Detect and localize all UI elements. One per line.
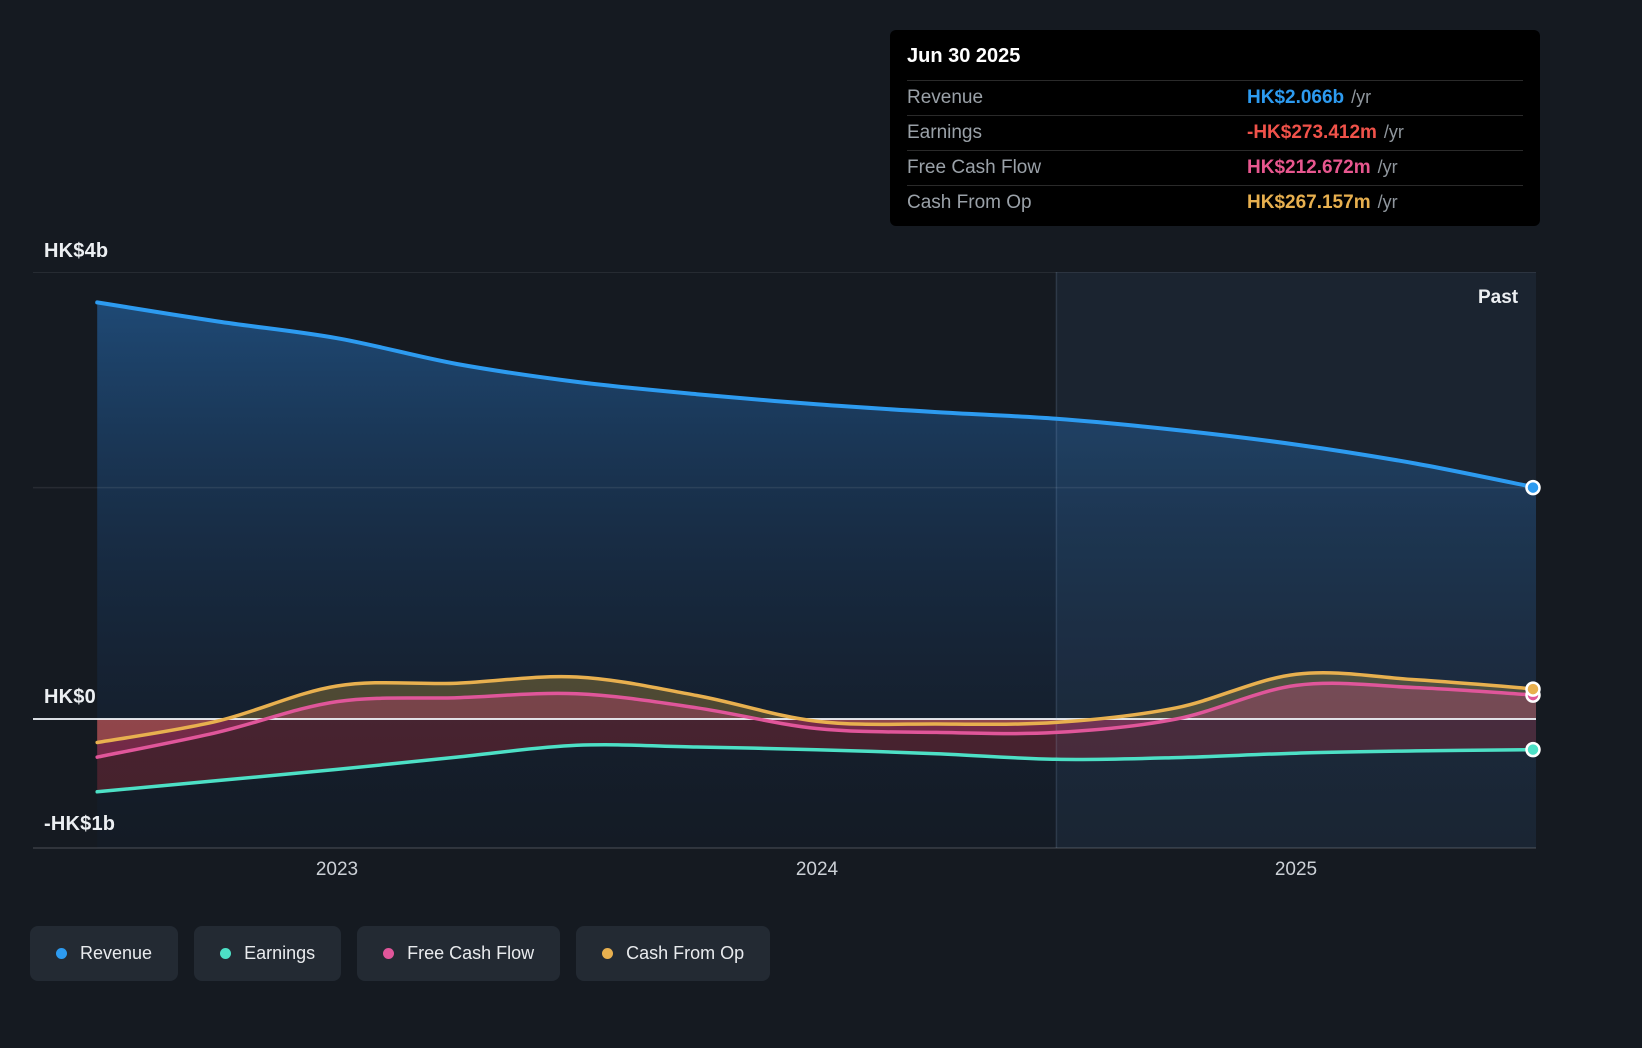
earnings-legend-dot-icon [220, 948, 232, 959]
y-axis-label-top: HK$4b [44, 240, 109, 262]
x-tick-2024: 2024 [795, 859, 839, 880]
tooltip-fcf-label: Free Cash Flow [907, 157, 1042, 178]
tooltip-earnings-label: Earnings [907, 122, 982, 143]
tooltip-row-free-cash-flow: Free Cash Flow HK$212.672m /yr [907, 150, 1523, 185]
tooltip-row-revenue: Revenue HK$2.066b /yr [907, 80, 1523, 115]
tooltip-row-earnings: Earnings -HK$273.412m /yr [907, 115, 1523, 150]
x-tick-2023: 2023 [315, 859, 359, 880]
legend-item-free-cash-flow[interactable]: Free Cash Flow [357, 926, 561, 981]
free-cash-flow-legend-dot-icon [383, 948, 395, 959]
y-axis-label-zero: HK$0 [44, 686, 96, 708]
chart-legend: Revenue Earnings Free Cash Flow Cash Fro… [30, 926, 771, 981]
tooltip-earnings-suffix: /yr [1383, 122, 1404, 142]
legend-cfo-label: Cash From Op [626, 943, 745, 963]
legend-revenue-label: Revenue [80, 943, 153, 963]
tooltip-date: Jun 30 2025 [907, 45, 1021, 67]
tooltip-cfo-suffix: /yr [1377, 192, 1398, 212]
tooltip-revenue-suffix: /yr [1351, 87, 1372, 107]
tooltip-revenue-label: Revenue [907, 87, 984, 108]
legend-fcf-label: Free Cash Flow [407, 943, 535, 963]
tooltip-cfo-label: Cash From Op [907, 192, 1032, 213]
x-tick-2025: 2025 [1274, 859, 1318, 880]
legend-item-cash-from-op[interactable]: Cash From Op [576, 926, 771, 981]
tooltip-cfo-value: HK$267.157m [1247, 192, 1371, 213]
chart-tooltip: Jun 30 2025 Revenue HK$2.066b /yr Earnin… [890, 30, 1540, 226]
past-region-label: Past [1478, 287, 1519, 308]
tooltip-rows: Revenue HK$2.066b /yr Earnings -HK$273.4… [890, 80, 1540, 220]
tooltip-revenue-value: HK$2.066b [1247, 87, 1345, 108]
tooltip-fcf-suffix: /yr [1377, 157, 1398, 177]
y-axis-label-bottom: -HK$1b [44, 813, 116, 835]
legend-item-earnings[interactable]: Earnings [194, 926, 342, 981]
revenue-legend-dot-icon [56, 948, 67, 959]
cash-from-op-legend-dot-icon [602, 948, 614, 959]
legend-earnings-label: Earnings [244, 943, 316, 963]
tooltip-fcf-value: HK$212.672m [1247, 157, 1371, 178]
tooltip-row-cash-from-op: Cash From Op HK$267.157m /yr [907, 185, 1523, 220]
tooltip-earnings-value: -HK$273.412m [1247, 122, 1377, 143]
legend-item-revenue[interactable]: Revenue [30, 926, 179, 981]
